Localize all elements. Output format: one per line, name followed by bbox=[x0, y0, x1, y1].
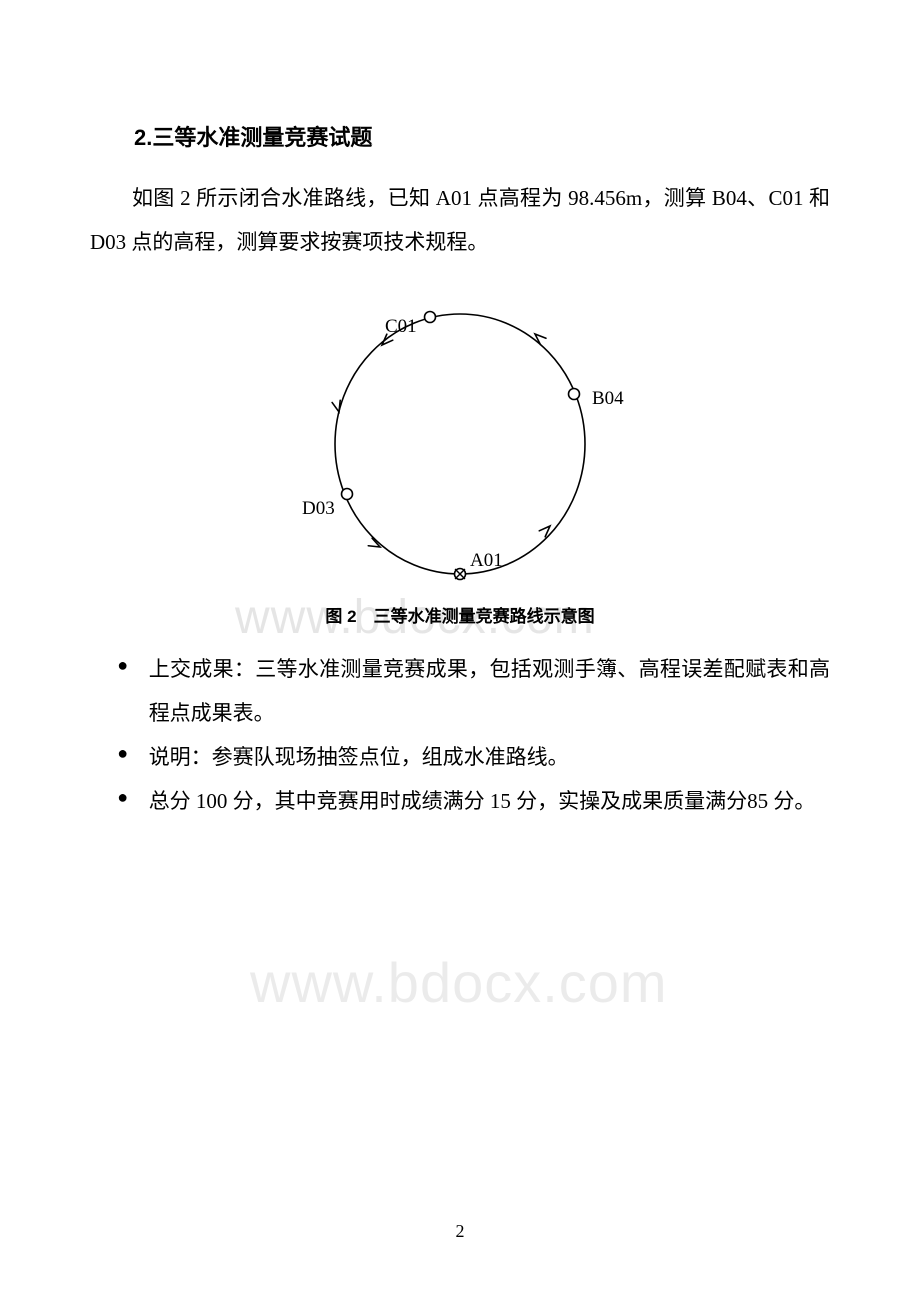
list-item: 总分 100 分，其中竞赛用时成绩满分 15 分，实操及成果质量满分85 分。 bbox=[117, 779, 830, 823]
svg-text:D03: D03 bbox=[302, 498, 335, 519]
paragraph-1: 如图 2 所示闭合水准路线，已知 A01 点高程为 98.456m，测算 B04… bbox=[90, 176, 830, 264]
page-number: 2 bbox=[0, 1221, 920, 1242]
svg-text:A01: A01 bbox=[470, 550, 503, 571]
watermark: www.bdocx.com bbox=[250, 950, 668, 1015]
bullet-list: 上交成果：三等水准测量竞赛成果，包括观测手簿、高程误差配赋表和高程点成果表。 说… bbox=[90, 647, 830, 823]
section-heading: 2.三等水准测量竞赛试题 bbox=[90, 120, 830, 152]
route-diagram-container: C01 B04 D03 A01 bbox=[90, 294, 830, 594]
list-item: 上交成果：三等水准测量竞赛成果，包括观测手簿、高程误差配赋表和高程点成果表。 bbox=[117, 647, 830, 735]
svg-text:B04: B04 bbox=[592, 388, 624, 409]
route-diagram: C01 B04 D03 A01 bbox=[280, 294, 640, 594]
svg-text:C01: C01 bbox=[385, 316, 417, 337]
list-item: 说明：参赛队现场抽签点位，组成水准路线。 bbox=[117, 735, 830, 779]
figure-caption: 图 2 三等水准测量竞赛路线示意图 bbox=[90, 602, 830, 627]
